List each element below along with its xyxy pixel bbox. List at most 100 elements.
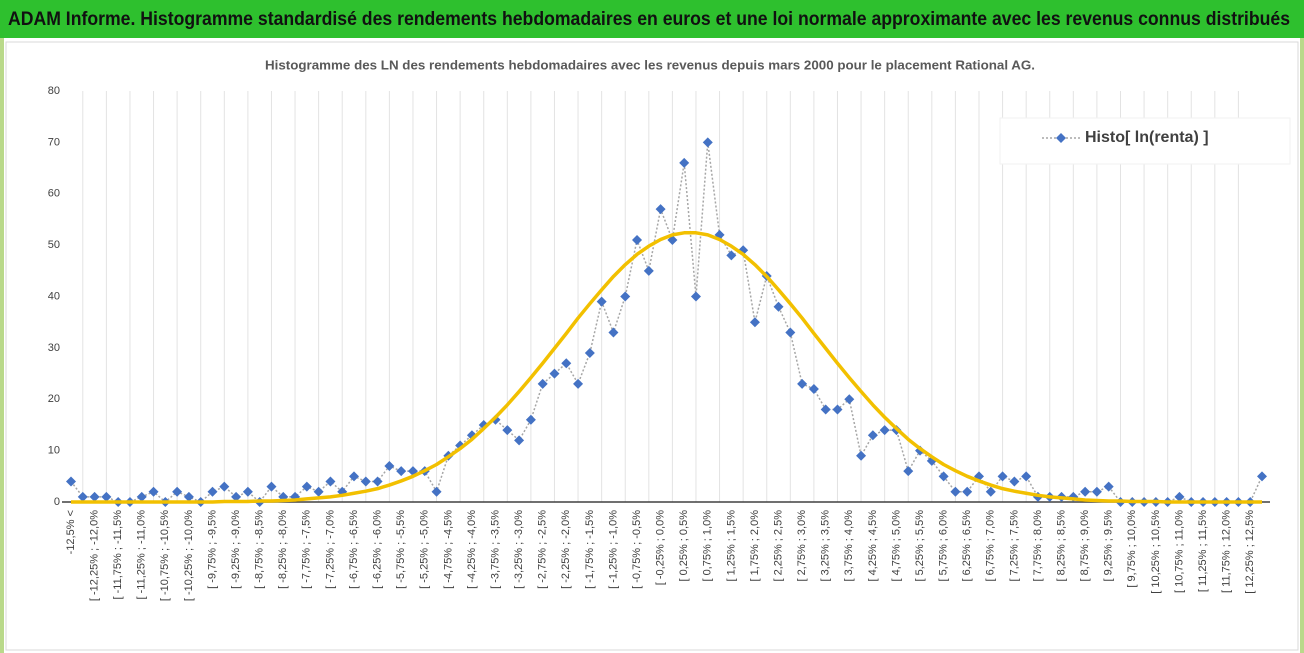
x-tick-label: [ 4,75% ; 5,0%	[890, 510, 902, 582]
x-tick-label: [ 10,75% ; 11,0%	[1173, 510, 1185, 593]
data-point	[749, 317, 760, 328]
x-tick-label: [ -9,75% ; -9,5%	[206, 510, 218, 589]
data-point	[643, 265, 654, 276]
x-tick-label: [ 3,25% ; 3,5%	[820, 510, 832, 582]
x-tick-label: [ 11,75% ; 12,0%	[1221, 510, 1233, 593]
x-tick-label: [ -11,75% ; -11,5%	[112, 510, 124, 600]
x-tick-label: [ 1,25% ; 1,5%	[725, 510, 737, 582]
y-tick-label: 0	[54, 496, 60, 508]
x-tick-label: [ 4,25% ; 4,5%	[867, 510, 879, 582]
x-tick-label: [ -11,25% ; -11,0%	[136, 510, 148, 600]
data-point	[1174, 491, 1185, 502]
data-point	[325, 476, 336, 487]
y-tick-label: 30	[48, 342, 60, 354]
data-point	[950, 486, 961, 497]
x-tick-label: [ -4,75% ; -4,5%	[442, 510, 454, 589]
y-tick-label: 40	[48, 290, 60, 302]
data-point	[396, 466, 407, 477]
data-point	[431, 486, 442, 497]
data-point	[690, 291, 701, 302]
data-point	[1257, 471, 1267, 482]
data-point	[879, 425, 890, 436]
x-tick-label: [ 1,75% ; 2,0%	[749, 510, 761, 582]
x-tick-label: [ -8,25% ; -8,0%	[277, 510, 289, 589]
data-point	[231, 491, 242, 502]
x-tick-label: [ 5,75% ; 6,0%	[938, 510, 950, 582]
x-tick-label: [ 7,25% ; 7,5%	[1008, 510, 1020, 582]
legend-box	[999, 117, 1291, 165]
x-tick-label: [ 8,25% ; 8,5%	[1055, 510, 1067, 582]
chart-title: Histogramme des LN des rendements hebdom…	[265, 57, 1035, 72]
data-point	[820, 404, 831, 415]
x-tick-label: [ -2,75% ; -2,5%	[537, 510, 549, 589]
data-point	[148, 486, 159, 497]
x-tick-label: [ -7,75% ; -7,5%	[301, 510, 313, 589]
x-tick-label: [ -8,75% ; -8,5%	[254, 510, 266, 589]
data-point	[773, 301, 784, 312]
x-tick-label: [ -0,25% ; 0,0%	[655, 510, 667, 585]
data-point	[561, 358, 572, 369]
data-point	[219, 481, 230, 492]
data-point	[1091, 486, 1102, 497]
data-point	[679, 157, 690, 168]
data-point	[938, 471, 949, 482]
data-point	[726, 250, 737, 261]
x-tick-label: [ -2,25% ; -2,0%	[560, 510, 572, 589]
data-point	[66, 476, 76, 487]
x-tick-label: [ -6,25% ; -6,0%	[372, 510, 384, 589]
data-point	[985, 486, 996, 497]
x-tick-label: [ 6,75% ; 7,0%	[985, 510, 997, 582]
x-tick-label: [ -6,75% ; -6,5%	[348, 510, 360, 589]
legend-marker	[1056, 133, 1066, 143]
data-point	[1021, 471, 1032, 482]
page-title: ADAM Informe. Histogramme standardisé de…	[8, 9, 1290, 30]
data-point	[997, 471, 1008, 482]
y-tick-label: 70	[48, 136, 60, 148]
x-tick-label: [ -4,25% ; -4,0%	[466, 510, 478, 589]
x-tick-label: [ 12,25% ; 12,5%	[1244, 510, 1256, 594]
x-tick-label: [ 6,25% ; 6,5%	[961, 510, 973, 582]
data-point	[537, 378, 548, 389]
data-point	[903, 466, 914, 477]
data-point	[266, 481, 277, 492]
data-point	[1103, 481, 1114, 492]
data-point	[1080, 486, 1091, 497]
x-tick-label: [ -0,75% ; -0,5%	[631, 510, 643, 589]
data-point	[384, 461, 395, 472]
data-point	[136, 491, 147, 502]
fitted-curve	[71, 231, 1262, 504]
x-tick-label: [ 3,75% ; 4,0%	[843, 510, 855, 582]
data-point	[207, 486, 218, 497]
x-tick-label: [ -7,25% ; -7,0%	[324, 510, 336, 589]
y-tick-label: 80	[48, 85, 60, 97]
data-point	[797, 378, 808, 389]
y-tick-label: 60	[48, 188, 60, 200]
x-tick-label: [ 2,25% ; 2,5%	[772, 510, 784, 582]
x-tick-label: [ -3,75% ; -3,5%	[489, 510, 501, 589]
data-point	[596, 296, 607, 307]
data-point	[183, 491, 194, 502]
data-point	[655, 204, 666, 215]
data-point	[1009, 476, 1020, 487]
data-point	[514, 435, 525, 446]
data-point	[808, 383, 819, 394]
x-tick-label: [ -1,75% ; -1,5%	[584, 510, 596, 589]
x-tick-label: [ -5,25% ; -5,0%	[419, 510, 431, 589]
data-point	[844, 394, 855, 405]
data-point	[832, 404, 843, 415]
data-point	[172, 486, 183, 497]
data-point	[632, 234, 643, 245]
data-point	[702, 137, 713, 148]
data-point	[620, 291, 631, 302]
x-tick-label: [ 2,75% ; 3,0%	[796, 510, 808, 582]
data-point	[77, 491, 88, 502]
x-tick-label: [ -12,25% ; -12,0%	[88, 510, 100, 601]
x-tick-label: [ -1,25% ; -1,0%	[607, 510, 619, 589]
y-tick-label: 20	[48, 393, 60, 405]
data-point	[867, 430, 878, 441]
x-tick-label: [ 8,75% ; 9,0%	[1079, 510, 1091, 582]
header-bar	[0, 0, 1304, 38]
x-tick-label: [ -5,75% ; -5,5%	[395, 510, 407, 589]
right-border	[1300, 38, 1304, 653]
